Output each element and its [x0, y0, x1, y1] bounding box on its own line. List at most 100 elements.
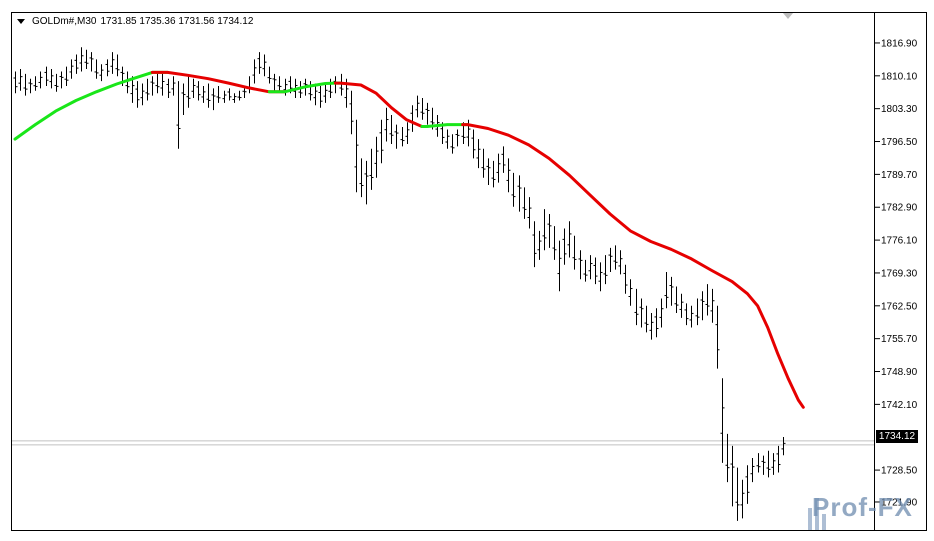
ohlc-bar — [522, 187, 527, 219]
ohlc-bar — [618, 250, 623, 275]
ohlc-bar — [13, 71, 18, 94]
ohlc-bar — [89, 52, 94, 72]
ohlc-bar — [664, 271, 669, 309]
ohlc-bar — [349, 90, 354, 135]
y-tick-label: 1728.50 — [881, 466, 918, 477]
ohlc-bar — [150, 76, 155, 96]
ohlc-bar — [232, 93, 237, 103]
y-tick-label: 1755.70 — [881, 334, 918, 345]
ohlc-bar — [557, 240, 562, 292]
ohlc-bar — [639, 298, 644, 328]
ohlc-bar — [634, 288, 639, 326]
ohlc-bar — [527, 197, 532, 229]
ohlc-bar — [18, 69, 23, 91]
ohlc-bar — [583, 259, 588, 282]
ma-segment-down — [461, 123, 805, 409]
ohlc-bar — [745, 465, 750, 504]
ohlc-bar — [588, 255, 593, 280]
ohlc-bar — [455, 129, 460, 147]
y-tick-label: 1776.10 — [881, 236, 918, 247]
watermark-bars-icon — [806, 494, 828, 534]
y-tick-label: 1742.10 — [881, 400, 918, 411]
dropdown-triangle-icon[interactable] — [17, 19, 25, 24]
ohlc-bar — [679, 293, 684, 318]
ohlc-bar — [552, 226, 557, 260]
ohlc-bar — [684, 303, 689, 326]
ohlc-bar — [562, 228, 567, 265]
ma-segment-down — [333, 81, 429, 128]
y-tick-label: 1796.50 — [881, 137, 918, 148]
ohlc-bar — [486, 158, 491, 186]
shift-marker-icon[interactable] — [783, 13, 793, 19]
ohlc-bar — [318, 85, 323, 108]
ohlc-bar — [242, 88, 247, 99]
ohlc-bar — [201, 85, 206, 103]
ohlc-bar — [644, 305, 649, 333]
ohlc-bar — [94, 59, 99, 79]
ohlc-bar — [669, 276, 674, 306]
ohlc-bar — [272, 73, 277, 91]
chart-header: GOLDm#,M30 1731.85 1735.36 1731.56 1734.… — [17, 16, 253, 27]
ohlc-bar — [476, 139, 481, 169]
ohlc-bar — [79, 47, 84, 72]
ohlc-bar — [216, 85, 221, 103]
y-tick-label: 1789.70 — [881, 170, 918, 181]
ohlc-bar — [756, 453, 761, 473]
ohlc-bar — [339, 73, 344, 96]
ohlc-bar — [572, 235, 577, 270]
ohlc-bar — [369, 148, 374, 190]
ohlc-bar — [603, 255, 608, 285]
ohlc-bar — [613, 245, 618, 270]
ohlc-bar — [171, 76, 176, 96]
ohlc-bar — [196, 81, 201, 101]
ohlc-bar — [740, 479, 745, 519]
ohlc-bar — [628, 279, 633, 306]
ohlc-bar — [400, 127, 405, 147]
ohlc-bar — [257, 52, 262, 74]
ohlc-bar — [105, 59, 110, 77]
ohlc-bar — [59, 71, 64, 89]
ohlc-bar — [689, 305, 694, 328]
ohlc-bar — [186, 76, 191, 108]
ohlc-bars — [13, 47, 786, 521]
ohlc-bar — [506, 158, 511, 193]
current-price-tag: 1734.12 — [876, 430, 918, 443]
ohlc-bar — [38, 71, 43, 89]
current-price-lines — [12, 440, 874, 446]
ohlc-bar — [725, 433, 730, 483]
ohlc-bar — [145, 78, 150, 101]
ohlc-bar — [69, 59, 74, 79]
ohlc-bar — [227, 88, 232, 101]
ohlc-bar — [425, 102, 430, 125]
ohlc-bar — [654, 308, 659, 338]
ohlc-bar — [710, 288, 715, 323]
ohlc-bar — [593, 257, 598, 285]
ohlc-bar — [537, 230, 542, 260]
ohlc-bar — [125, 71, 130, 94]
ohlc-bar — [674, 286, 679, 314]
ohlc-bar — [54, 73, 59, 92]
y-tick-label: 1782.90 — [881, 203, 918, 214]
ohlc-bar — [135, 81, 140, 108]
ohlc-bar — [23, 73, 28, 96]
ohlc-bar — [511, 172, 516, 207]
ma-segment-up — [420, 123, 470, 128]
ma-segment-up — [13, 70, 170, 141]
ohlc-bar — [33, 76, 38, 91]
ohlc-bar — [277, 76, 282, 91]
ohlc-bar — [140, 83, 145, 106]
ohlc-bar — [715, 305, 720, 369]
ohlc-bar — [491, 160, 496, 188]
y-tick-label: 1816.90 — [881, 38, 918, 49]
ohlc-bar — [542, 209, 547, 251]
ohlc-bar — [766, 450, 771, 478]
y-tick-label: 1810.10 — [881, 71, 918, 82]
moving-average-line — [13, 70, 805, 409]
ohlc-bar — [649, 313, 654, 340]
ohlc-bar — [481, 148, 486, 178]
ohlc-bar — [252, 59, 257, 84]
ohlc-bar — [267, 66, 272, 84]
price-axis[interactable] — [875, 12, 927, 531]
y-tick-label: 1748.90 — [881, 367, 918, 378]
